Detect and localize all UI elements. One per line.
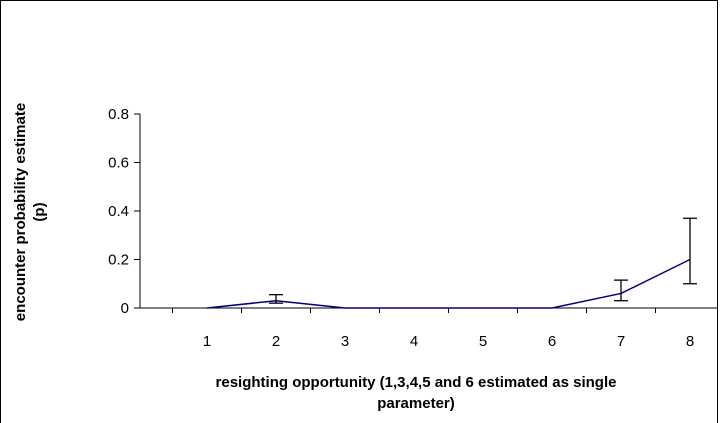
x-tick-label: 4 — [410, 333, 418, 350]
x-tick-label: 8 — [686, 333, 694, 350]
y-tick-label: 0 — [121, 300, 129, 317]
y-tick-label: 0.6 — [108, 155, 129, 172]
y-tick-label: 0.8 — [108, 106, 129, 123]
x-axis-title-line-2: parameter) — [377, 395, 455, 412]
axes — [139, 114, 718, 309]
x-tick-label: 5 — [479, 333, 487, 350]
x-tick-label: 7 — [617, 333, 625, 350]
x-tick-label: 6 — [548, 333, 556, 350]
x-tick-label: 1 — [203, 333, 211, 350]
y-tick-label: 0.4 — [108, 203, 129, 220]
x-tick-label: 2 — [272, 333, 280, 350]
series-line — [206, 258, 691, 309]
x-axis-title-line-1: resighting opportunity (1,3,4,5 and 6 es… — [216, 374, 617, 391]
y-axis-title-line-2: (p) — [31, 202, 48, 221]
x-axis-ticks: 1 2 3 4 5 6 7 8 — [172, 308, 694, 350]
x-tick-label: 3 — [341, 333, 349, 350]
y-axis-ticks: 0 0.2 0.4 0.6 0.8 — [108, 106, 140, 317]
y-axis-title-line-1: encounter probability estimate — [12, 103, 29, 321]
series-group — [206, 217, 697, 309]
y-tick-label: 0.2 — [108, 252, 129, 269]
